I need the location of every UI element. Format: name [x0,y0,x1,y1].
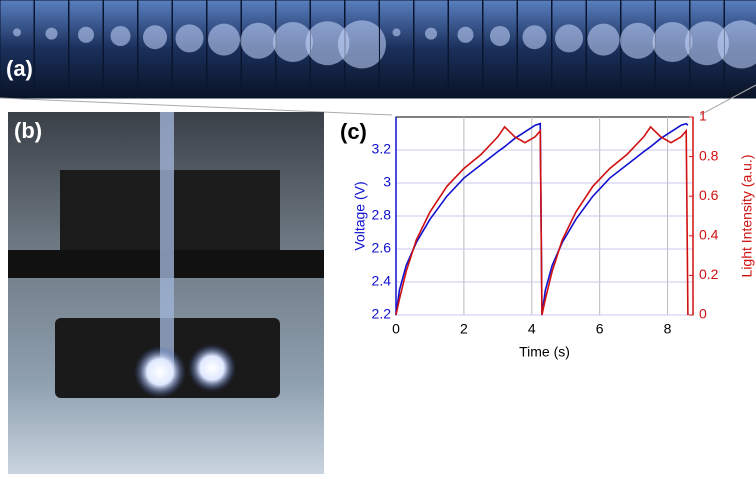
y2-tick-label: 0.8 [699,147,719,163]
drop [717,20,756,69]
drop [457,26,474,43]
x-axis-label: Time (s) [519,344,570,360]
drop [490,26,510,46]
y2-tick-label: 0.4 [699,227,719,243]
drop [522,25,547,50]
x-tick-label: 4 [528,321,536,337]
panel-label: (c) [340,119,367,144]
y2-axis-label: Light Intensity (a.u.) [739,155,755,278]
y2-tick-label: 1 [699,108,707,124]
y-tick-label: 2.6 [372,240,392,256]
zoom-line [699,84,756,116]
chart: 0 2 4 6 8 2.2 2.4 2.6 2.8 3 3.2 0 0.2 0.4 0.6 0.8 1 Time … [352,108,755,360]
data-line [395,125,689,316]
drop [685,21,729,66]
drop [208,23,240,56]
led [188,344,236,392]
y-tick-label: 3 [383,174,391,190]
drop [620,22,656,59]
x-tick-label: 2 [460,321,468,337]
y-tick-label: 3.2 [372,141,392,157]
y-axis-label: Voltage (V) [352,181,368,250]
drop [143,25,167,50]
nozzle [160,112,174,372]
x-tick-label: 0 [392,321,400,337]
y-tick-label: 2.2 [372,306,392,322]
y-tick-label: 2.8 [372,207,392,223]
zoom-line [0,97,393,116]
droplet-frames [0,0,756,99]
y2-tick-label: 0 [699,306,707,322]
drop [425,27,437,40]
drop [110,26,131,46]
x-tick-label: 6 [596,321,604,337]
drop [13,28,21,37]
drop [175,24,204,53]
drop [652,22,693,62]
x-tick-label: 8 [664,321,672,337]
y2-tick-label: 0.6 [699,187,719,203]
drop [338,20,386,69]
drop [305,21,350,66]
drop [45,27,58,40]
drop [392,28,401,37]
y2-tick-label: 0.2 [699,266,719,282]
panel-label: (b) [14,118,42,143]
drop [555,24,583,53]
drop [240,22,277,59]
drop [78,26,94,43]
panel-label: (a) [6,56,33,81]
y-tick-label: 2.4 [372,273,392,289]
droplet [134,346,186,398]
drop [273,22,313,62]
drop [587,23,620,56]
